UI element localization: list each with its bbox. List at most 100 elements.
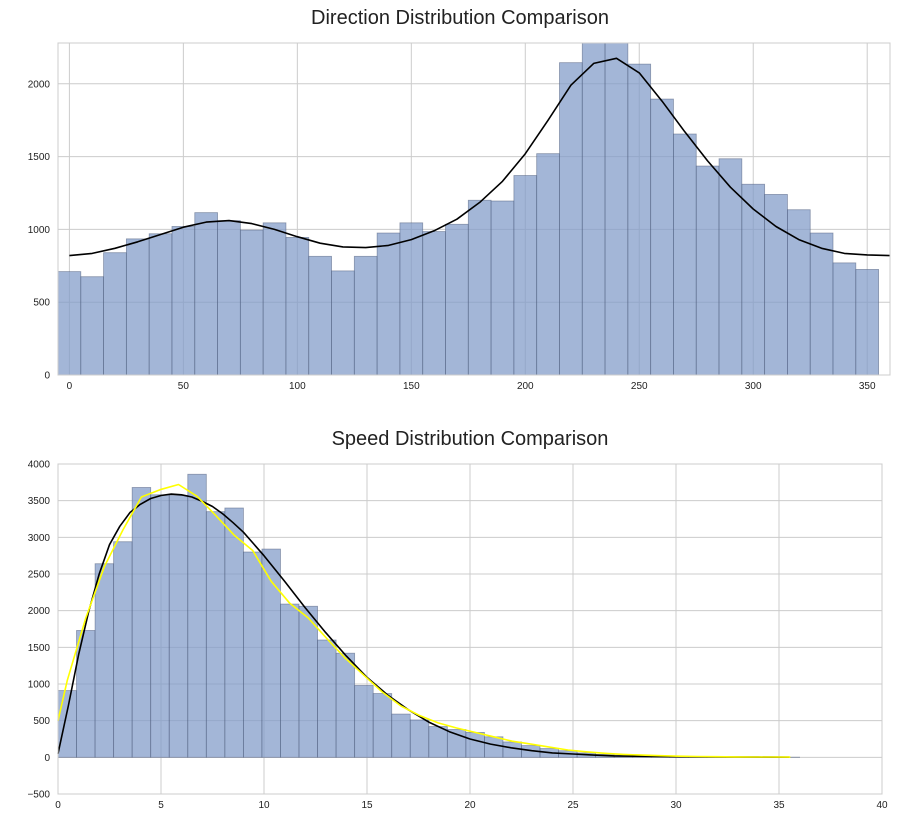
speed-y-tick-label: −500: [27, 790, 50, 801]
direction-histogram-bar: [240, 230, 263, 375]
direction-histogram-bar: [286, 237, 309, 375]
direction-histogram-bar: [810, 233, 833, 375]
speed-x-tick-label: 5: [158, 800, 164, 811]
direction-histogram-bar: [58, 272, 81, 375]
direction-histogram-bar: [218, 221, 241, 375]
direction-histogram-bar: [468, 200, 491, 375]
direction-histogram-bar: [605, 43, 628, 375]
speed-x-tick-label: 20: [464, 800, 476, 811]
speed-histogram-bar: [114, 542, 133, 758]
direction-x-tick-label: 250: [631, 381, 648, 392]
speed-x-tick-label: 35: [773, 800, 785, 811]
direction-histogram-bar: [149, 234, 172, 375]
direction-histogram-bar: [559, 63, 582, 375]
direction-histogram-bar: [377, 233, 400, 375]
direction-histogram-bar: [628, 64, 651, 375]
speed-y-tick-label: 2500: [28, 570, 51, 581]
direction-histogram-bar: [673, 134, 696, 375]
speed-histogram-bar: [188, 474, 207, 757]
direction-histogram-bar: [400, 223, 423, 375]
direction-histogram-bar: [81, 277, 104, 375]
direction-histogram-bar: [104, 253, 127, 375]
speed-x-tick-label: 40: [876, 800, 888, 811]
direction-y-ticks: 0 500 1000 1500 2000: [28, 79, 51, 381]
speed-histogram-bar: [225, 508, 244, 757]
direction-histogram-bar: [742, 184, 765, 375]
direction-y-tick-label: 1000: [28, 225, 51, 236]
direction-histogram-bar: [651, 99, 674, 375]
speed-histogram-bar: [280, 604, 299, 757]
speed-y-tick-label: 3000: [28, 533, 51, 544]
speed-histogram-bar: [58, 691, 77, 758]
direction-histogram-bar: [332, 271, 355, 375]
speed-y-tick-label: 500: [33, 716, 50, 727]
speed-y-ticks: −500 0 500 1000 1500 2000 2500 3000 3500 4000: [27, 460, 50, 801]
direction-histogram-bar: [446, 224, 469, 375]
direction-histogram-bar: [423, 232, 446, 375]
direction-histogram-bar: [856, 269, 879, 375]
direction-histogram-bar: [719, 159, 742, 375]
direction-x-ticks: 0 50 100 150 200 250 300 350: [67, 381, 876, 392]
direction-histogram-bar: [537, 154, 560, 375]
direction-x-tick-label: 200: [517, 381, 534, 392]
speed-histogram-bar: [299, 606, 318, 757]
speed-y-tick-label: 4000: [28, 460, 51, 471]
direction-histogram-bar: [514, 176, 537, 375]
speed-histogram-bar: [484, 737, 503, 758]
speed-x-tick-label: 0: [55, 800, 61, 811]
direction-x-tick-label: 100: [289, 381, 306, 392]
speed-x-ticks: 0 5 10 15 20 25 30 35 40: [55, 800, 888, 811]
direction-histogram-bar: [833, 263, 856, 375]
speed-histogram-bar: [466, 732, 485, 757]
speed-histogram-bar: [392, 714, 411, 757]
speed-bars: [58, 474, 800, 757]
speed-y-tick-label: 3500: [28, 496, 51, 507]
speed-histogram-bar: [206, 512, 225, 758]
direction-x-tick-label: 150: [403, 381, 420, 392]
speed-x-tick-label: 25: [567, 800, 579, 811]
direction-x-tick-label: 50: [178, 381, 190, 392]
speed-histogram-bar: [373, 694, 392, 758]
direction-y-tick-label: 0: [44, 371, 50, 382]
speed-chart-title: Speed Distribution Comparison: [332, 428, 609, 450]
speed-histogram-bar: [151, 495, 170, 758]
direction-histogram-bar: [765, 194, 788, 375]
direction-histogram-bar: [126, 239, 149, 375]
speed-y-tick-label: 2000: [28, 606, 51, 617]
speed-histogram-bar: [355, 685, 374, 757]
direction-x-tick-label: 0: [67, 381, 73, 392]
speed-x-tick-label: 15: [361, 800, 373, 811]
speed-histogram-bar: [336, 653, 355, 757]
direction-x-tick-label: 300: [745, 381, 762, 392]
direction-y-tick-label: 2000: [28, 79, 51, 90]
speed-histogram-bar: [318, 640, 337, 757]
direction-histogram-bar: [354, 256, 377, 375]
speed-x-tick-label: 10: [258, 800, 270, 811]
speed-histogram-bar: [429, 727, 448, 758]
speed-y-tick-label: 1500: [28, 643, 51, 654]
speed-x-tick-label: 30: [670, 800, 682, 811]
speed-chart: Speed Distribution Comparison −500 0 500 10…: [27, 428, 888, 811]
direction-histogram-bar: [696, 166, 719, 375]
direction-x-tick-label: 350: [859, 381, 876, 392]
direction-histogram-bar: [582, 43, 605, 375]
direction-histogram-bar: [491, 201, 514, 375]
speed-y-tick-label: 1000: [28, 680, 51, 691]
speed-histogram-bar: [169, 496, 188, 758]
speed-histogram-bar: [243, 552, 262, 757]
direction-histogram-bar: [195, 213, 218, 375]
speed-histogram-bar: [410, 720, 429, 757]
direction-histogram-bar: [309, 256, 332, 375]
speed-y-tick-label: 0: [44, 753, 50, 764]
speed-histogram-bar: [95, 564, 114, 758]
speed-histogram-bar: [132, 487, 151, 757]
direction-bars: [58, 43, 879, 375]
direction-histogram-bar: [172, 226, 195, 375]
direction-chart-title: Direction Distribution Comparison: [311, 7, 609, 29]
direction-y-tick-label: 1500: [28, 152, 51, 163]
direction-histogram-bar: [263, 223, 286, 375]
direction-y-tick-label: 500: [33, 298, 50, 309]
direction-chart: Direction Distribution Comparison 050010…: [28, 7, 890, 392]
